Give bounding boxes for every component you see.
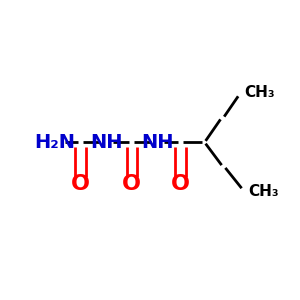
- Text: NH: NH: [90, 133, 122, 152]
- Text: O: O: [122, 174, 141, 194]
- Text: CH₃: CH₃: [244, 85, 275, 100]
- Text: H₂N: H₂N: [34, 133, 75, 152]
- Text: CH₃: CH₃: [248, 184, 278, 200]
- Text: NH: NH: [141, 133, 173, 152]
- Text: O: O: [171, 174, 190, 194]
- Text: O: O: [71, 174, 90, 194]
